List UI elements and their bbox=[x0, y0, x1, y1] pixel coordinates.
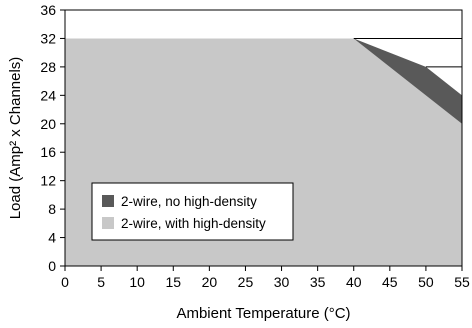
x-tick-label: 0 bbox=[61, 274, 69, 290]
tick-labels: 0 5 10 15 20 25 30 35 40 45 50 55 0 4 8 12 16 20 24 28 32 36 bbox=[40, 2, 470, 290]
y-tick-label: 8 bbox=[48, 201, 56, 217]
x-tick-label: 35 bbox=[310, 274, 326, 290]
x-tick-label: 15 bbox=[165, 274, 181, 290]
y-tick-label: 28 bbox=[40, 59, 56, 75]
x-tick-label: 25 bbox=[238, 274, 254, 290]
x-tick-label: 50 bbox=[418, 274, 434, 290]
legend-label-with-high-density: 2-wire, with high-density bbox=[121, 216, 266, 231]
x-axis-title: Ambient Temperature (°C) bbox=[176, 305, 350, 322]
y-tick-label: 32 bbox=[40, 30, 56, 46]
legend-label-no-high-density: 2-wire, no high-density bbox=[121, 194, 257, 209]
axis-ticks bbox=[60, 9, 463, 271]
y-tick-label: 12 bbox=[40, 173, 56, 189]
y-tick-label: 16 bbox=[40, 144, 56, 160]
x-tick-label: 45 bbox=[382, 274, 398, 290]
x-tick-label: 20 bbox=[202, 274, 218, 290]
reference-lines bbox=[353, 37, 462, 68]
plot-frame bbox=[64, 9, 463, 267]
legend-swatch-no-high-density bbox=[102, 195, 114, 207]
x-tick-label: 10 bbox=[129, 274, 145, 290]
y-tick-label: 4 bbox=[48, 230, 56, 246]
y-tick-label: 0 bbox=[48, 258, 56, 274]
x-tick-label: 30 bbox=[274, 274, 290, 290]
y-tick-label: 24 bbox=[40, 87, 56, 103]
legend-box bbox=[91, 182, 294, 241]
x-tick-label: 5 bbox=[97, 274, 105, 290]
x-tick-label: 40 bbox=[346, 274, 362, 290]
legend-swatch-with-high-density bbox=[102, 217, 114, 229]
legend: 2-wire, no high-density 2-wire, with hig… bbox=[91, 182, 294, 241]
x-tick-label: 55 bbox=[454, 274, 470, 290]
y-tick-label: 20 bbox=[40, 116, 56, 132]
y-axis-title: Load (Amp² x Channels) bbox=[7, 57, 24, 220]
y-tick-label: 36 bbox=[40, 2, 56, 18]
